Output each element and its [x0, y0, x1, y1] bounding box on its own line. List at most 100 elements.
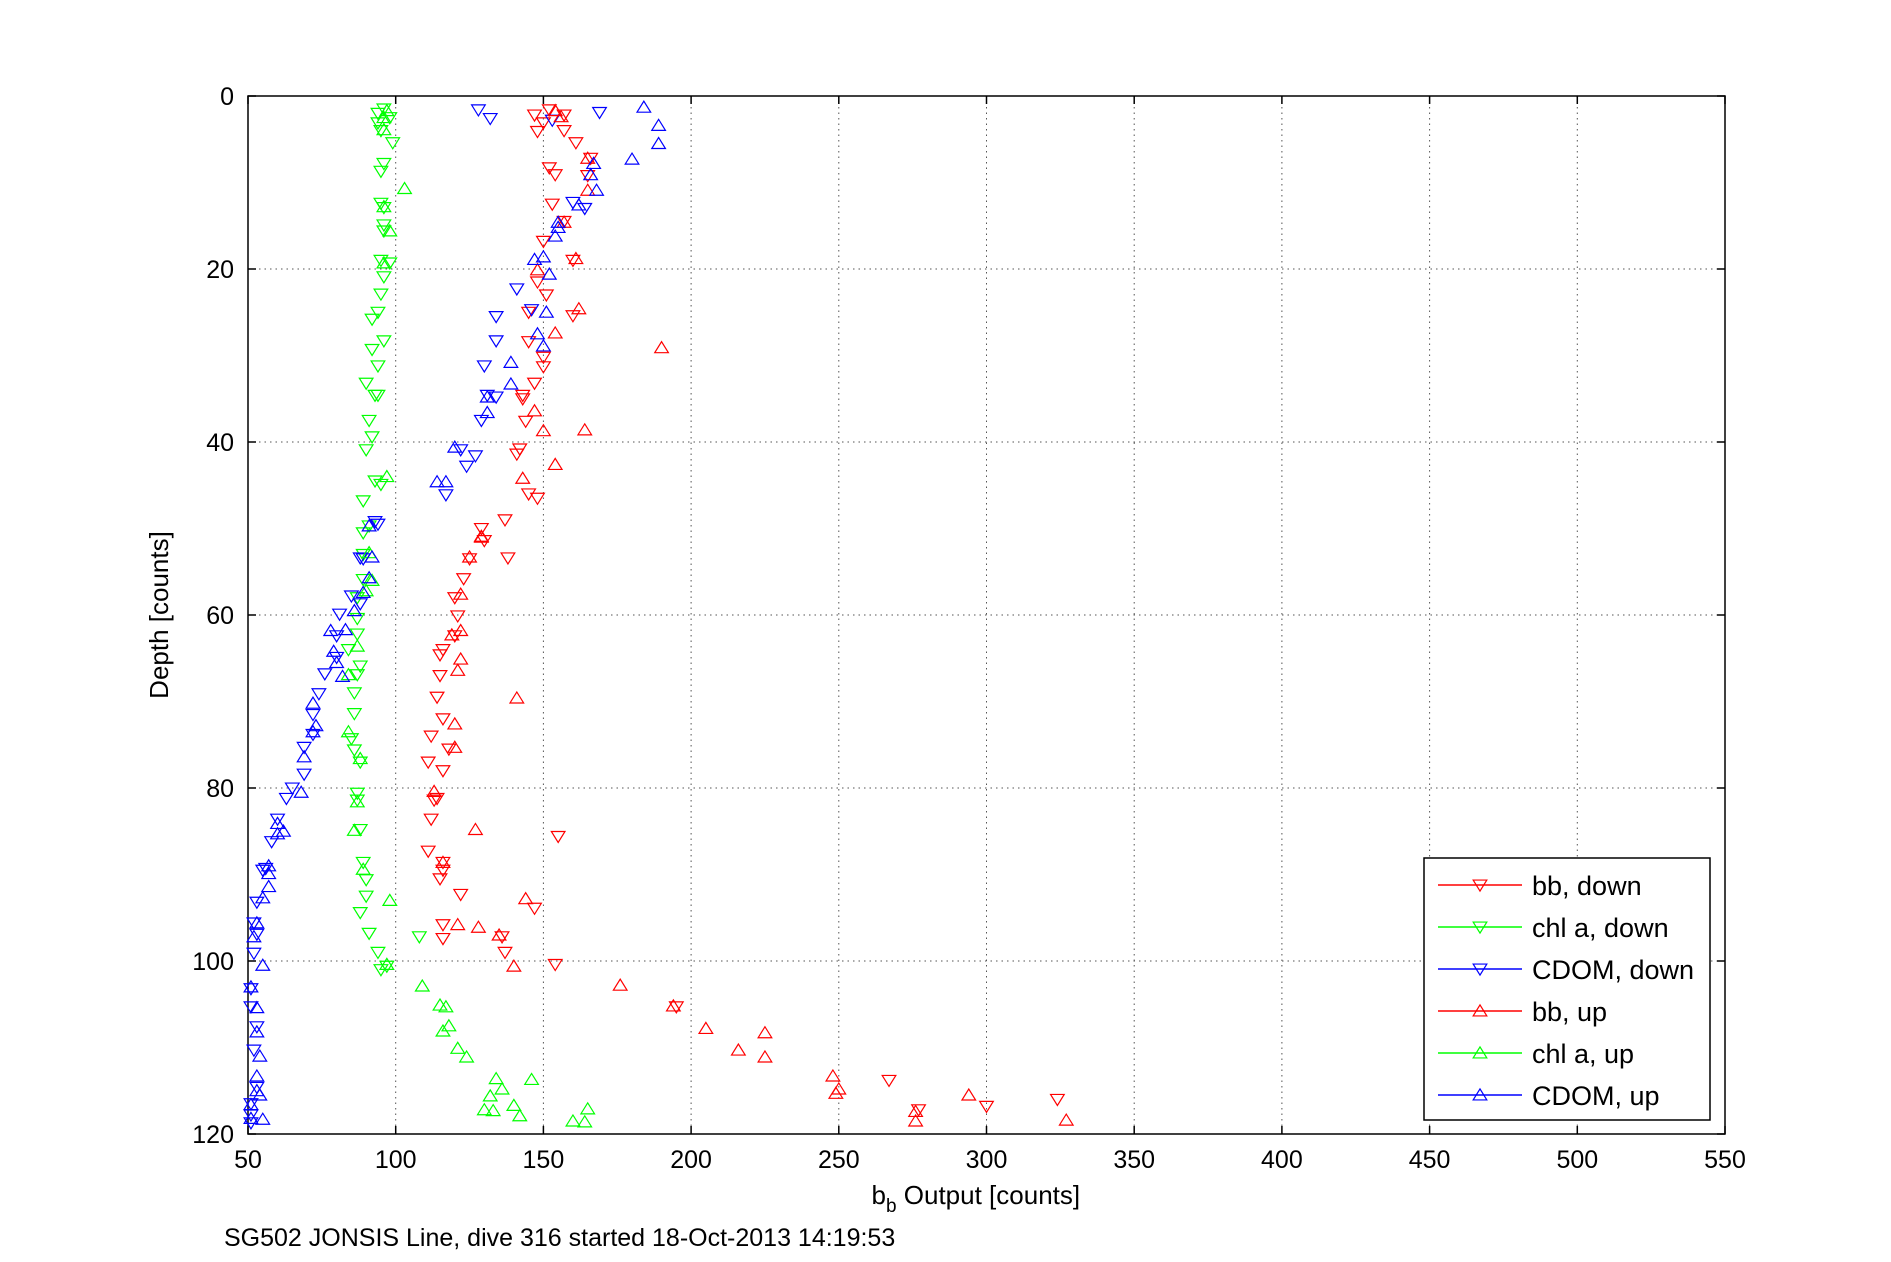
legend-marker — [1472, 1087, 1488, 1101]
data-point — [452, 888, 469, 902]
data-point — [355, 862, 372, 875]
data-point — [352, 751, 369, 765]
data-point — [296, 768, 313, 782]
data-point — [296, 741, 313, 755]
data-point — [526, 252, 543, 266]
legend-item: CDOM, up — [1438, 1081, 1660, 1111]
data-point — [364, 549, 380, 563]
data-point — [435, 1023, 451, 1037]
data-point — [248, 928, 265, 942]
data-point — [473, 522, 490, 536]
data-point — [352, 907, 369, 920]
data-point — [547, 958, 564, 972]
data-point — [446, 630, 463, 643]
data-point — [535, 361, 552, 374]
data-point — [449, 663, 466, 676]
data-point — [544, 198, 561, 212]
data-point — [310, 688, 327, 701]
data-point — [476, 1102, 493, 1116]
data-point — [260, 866, 277, 880]
data-point — [305, 708, 321, 722]
data-point — [508, 690, 525, 704]
data-point — [316, 668, 333, 682]
data-point — [435, 765, 451, 778]
data-point — [452, 651, 469, 665]
data-point — [352, 823, 369, 837]
data-point — [373, 964, 389, 977]
data-point — [535, 423, 552, 437]
data-point — [479, 405, 496, 419]
data-point — [429, 474, 445, 488]
data-point — [541, 104, 558, 118]
data-point — [358, 890, 375, 904]
data-point — [246, 1044, 262, 1058]
data-point — [582, 167, 599, 181]
data-point — [370, 389, 386, 403]
data-point — [479, 389, 496, 403]
data-point — [375, 103, 392, 117]
data-point — [367, 475, 383, 489]
x-tick-label: 250 — [818, 1146, 860, 1174]
data-point — [491, 927, 507, 941]
data-point — [361, 570, 378, 584]
data-point — [565, 254, 581, 268]
data-point — [284, 782, 301, 796]
data-point — [355, 573, 372, 587]
data-point — [517, 891, 534, 905]
data-point — [243, 979, 259, 993]
data-point — [373, 288, 389, 302]
data-point — [251, 1087, 268, 1101]
data-point — [420, 845, 437, 859]
data-point — [438, 474, 454, 488]
data-point — [248, 1024, 265, 1038]
data-point — [538, 305, 555, 318]
data-point — [243, 1097, 259, 1111]
data-point — [520, 336, 537, 349]
data-point — [697, 1021, 714, 1035]
data-point — [550, 215, 567, 228]
data-point — [541, 267, 558, 280]
svg-text:bb Output [counts]: bb Output [counts] — [872, 1180, 1081, 1217]
legend-marker — [1472, 963, 1488, 977]
data-point — [576, 202, 593, 216]
data-point — [384, 137, 401, 150]
data-point — [612, 978, 629, 991]
data-point — [355, 527, 372, 541]
data-point — [497, 946, 513, 960]
data-point — [370, 360, 386, 374]
data-point — [508, 448, 525, 462]
data-point — [827, 1086, 844, 1099]
data-point — [668, 1001, 685, 1015]
data-point — [535, 117, 552, 131]
data-point — [358, 444, 375, 457]
data-point — [435, 932, 451, 946]
data-point — [378, 957, 395, 971]
data-point — [960, 1087, 977, 1101]
data-point — [567, 137, 584, 150]
data-point — [526, 902, 543, 916]
data-point — [378, 469, 395, 483]
data-point — [432, 649, 448, 662]
data-point — [579, 151, 596, 164]
data-point — [370, 518, 386, 532]
data-point — [432, 873, 448, 887]
data-point — [547, 325, 564, 339]
data-point — [381, 893, 398, 907]
legend-box — [1423, 857, 1711, 1121]
y-tick-label: 100 — [192, 948, 234, 976]
dive-caption: SG502 JONSIS Line, dive 316 started 18-O… — [224, 1224, 896, 1252]
data-point — [349, 794, 366, 808]
x-tick-label: 300 — [966, 1146, 1008, 1174]
data-point — [500, 552, 516, 566]
data-point — [361, 927, 378, 941]
data-point — [248, 1021, 265, 1034]
data-point — [355, 495, 372, 509]
data-point — [349, 787, 366, 801]
data-point — [757, 1049, 773, 1063]
x-tick-label: 100 — [375, 1146, 417, 1174]
data-point — [547, 103, 564, 117]
y-tick-label: 0 — [220, 83, 234, 111]
data-point — [461, 553, 478, 566]
data-points — [243, 100, 1075, 1130]
